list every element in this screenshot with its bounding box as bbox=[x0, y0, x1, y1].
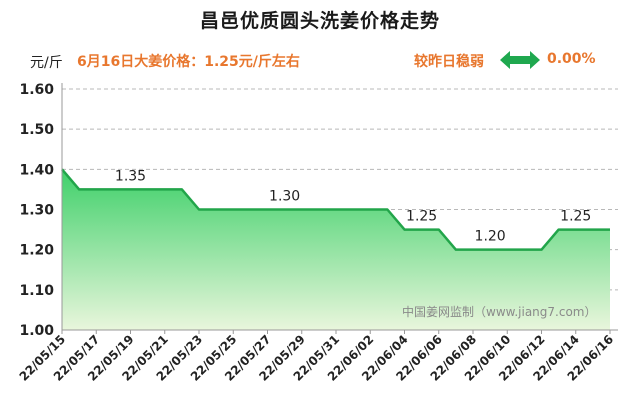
compare-label: 较昨日稳弱 bbox=[414, 54, 484, 70]
y-axis-unit-label: 元/斤 bbox=[30, 55, 63, 71]
y-tick-label: 1.60 bbox=[19, 82, 54, 98]
chart-title: 昌邑优质圆头洗姜价格走势 bbox=[199, 10, 440, 32]
double-arrow-shape bbox=[500, 51, 540, 69]
price-series-line bbox=[61, 168, 610, 251]
y-tick-label: 1.00 bbox=[19, 323, 54, 339]
price-note: 6月16日大姜价格：1.25元/斤左右 bbox=[77, 54, 300, 70]
y-tick-label: 1.30 bbox=[19, 203, 54, 219]
double-arrow-icon bbox=[500, 51, 540, 69]
compare-value: 0.00% bbox=[547, 51, 596, 67]
data-label: 1.20 bbox=[475, 229, 506, 245]
data-label: 1.35 bbox=[115, 168, 146, 184]
y-tick-label: 1.50 bbox=[19, 122, 54, 138]
watermark: 中国姜网监制（www.jiang7.com） bbox=[402, 305, 597, 319]
data-label: 1.30 bbox=[269, 189, 300, 205]
y-tick-label: 1.40 bbox=[19, 162, 54, 178]
data-label: 1.25 bbox=[406, 209, 437, 225]
y-tick-label: 1.20 bbox=[19, 243, 54, 259]
y-tick-label: 1.10 bbox=[19, 283, 54, 299]
data-label: 1.25 bbox=[560, 209, 591, 225]
